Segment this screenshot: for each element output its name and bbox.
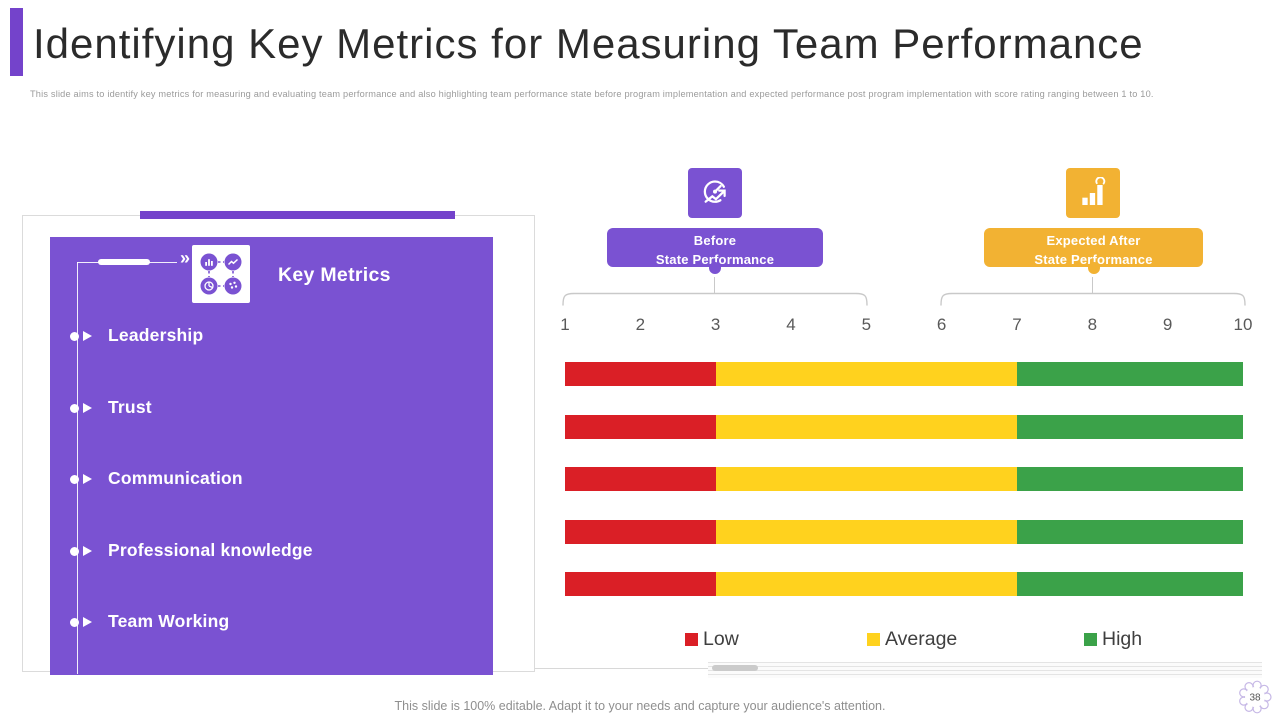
bar-row: [565, 572, 1243, 596]
metrics-network-icon-svg: [200, 253, 242, 295]
before-range-bracket: [562, 292, 868, 306]
list-item-label: Team Working: [108, 611, 230, 631]
speedometer-gauge-icon: [688, 168, 742, 218]
bullet-dot-icon: [70, 332, 79, 341]
expected-after-state-badge: Expected After State Performance: [984, 228, 1203, 274]
bar-row: [565, 519, 1243, 544]
page-title: Identifying Key Metrics for Measuring Te…: [33, 20, 1144, 67]
legend-label: High: [1102, 628, 1143, 650]
list-item: Trust: [50, 394, 493, 422]
bar-segment-average: [715, 519, 1017, 544]
legend-label: Average: [885, 628, 958, 650]
gear-page-number-badge: 38: [1239, 680, 1272, 714]
chevron-right-icon: »: [180, 248, 191, 268]
legend-swatch: [685, 633, 698, 646]
bullet-dot-icon: [70, 546, 79, 556]
footer-note: This slide is 100% editable. Adapt it to…: [394, 699, 886, 713]
bar-row: [565, 467, 1243, 491]
connector-pill: [98, 259, 150, 265]
connector-vertical-line: [77, 262, 78, 674]
before-state-line1: Before: [693, 233, 737, 248]
bar-segment-average: [715, 414, 1017, 439]
list-item: Leadership: [50, 322, 493, 350]
bar-segment-average: [715, 467, 1017, 491]
bar-segment-high: [1016, 414, 1243, 439]
title-accent-bar: [10, 8, 23, 76]
list-item: Communication: [50, 465, 493, 493]
bar-segment-average: [715, 572, 1017, 596]
bullet-arrow-icon: [83, 617, 92, 627]
scale-tick-label: 4: [786, 315, 796, 334]
growth-bar-chart-icon: [1066, 168, 1120, 218]
list-item: Professional knowledge: [50, 537, 493, 565]
growth-bar-chart-icon-svg: [1082, 177, 1106, 205]
bar-segment-high: [1016, 467, 1243, 491]
bullet-dot-icon: [70, 475, 79, 484]
scale-tick-label: 10: [1233, 315, 1253, 334]
after-connector-stem: [1092, 277, 1093, 293]
panel-heading: Key Metrics: [278, 264, 391, 286]
legend-item: High: [1084, 628, 1142, 651]
scale-tick-label: 3: [710, 315, 721, 334]
bar-row: [565, 362, 1243, 386]
list-item: Team Working: [50, 608, 493, 636]
panel-top-accent-bar: [140, 211, 455, 219]
legend-item: Average: [867, 628, 957, 651]
score-scale: 1 2 3 4 5 6 7 8 9 10: [549, 315, 1259, 335]
before-connector-stem: [714, 277, 715, 293]
scale-tick-label: 1: [560, 315, 570, 334]
scale-tick-label: 2: [635, 315, 646, 334]
after-state-line1: Expected After: [1046, 233, 1141, 248]
speedometer-gauge-icon-svg: [703, 180, 727, 203]
bar-row: [565, 414, 1243, 439]
bar-segment-average: [715, 362, 1017, 386]
legend-item: Low: [685, 628, 739, 651]
bullet-arrow-icon: [83, 331, 92, 341]
bar-segment-low: [565, 519, 716, 544]
metrics-network-icon: [192, 245, 250, 303]
list-item-label: Leadership: [108, 325, 204, 345]
scale-tick-label: 6: [936, 315, 947, 334]
chart-scrollbar-thumb[interactable]: [712, 665, 758, 671]
badge-pointer-dot: [709, 262, 721, 274]
page-number: 38: [1249, 693, 1261, 704]
key-metrics-panel: »: [50, 237, 493, 675]
scale-tick-label: 9: [1162, 315, 1173, 334]
bullet-arrow-icon: [83, 545, 92, 556]
legend-label: Low: [703, 628, 739, 650]
bar-segment-low: [565, 362, 716, 386]
scale-tick-label: 7: [1012, 315, 1022, 334]
scale-tick-label: 5: [861, 315, 872, 334]
bullet-arrow-icon: [83, 474, 92, 484]
bullet-arrow-icon: [83, 402, 92, 413]
bullet-dot-icon: [70, 618, 79, 627]
after-state-line2: State Performance: [1034, 251, 1153, 267]
legend-swatch: [1084, 633, 1097, 646]
bar-segment-low: [565, 572, 716, 596]
bar-segment-high: [1016, 362, 1243, 386]
bar-segment-high: [1016, 519, 1243, 544]
badge-pointer-dot: [1087, 262, 1100, 274]
bar-segment-low: [565, 414, 716, 439]
legend-swatch: [867, 633, 880, 646]
chart-legend: Low Average High: [565, 628, 1243, 654]
performance-bars: [565, 362, 1243, 596]
scale-tick-label: 8: [1087, 315, 1098, 334]
chart-bottom-border: [535, 668, 708, 669]
page-subtitle: This slide aims to identify key metrics …: [30, 89, 1154, 99]
list-item-label: Professional knowledge: [108, 539, 313, 560]
list-item-label: Trust: [108, 396, 152, 417]
chart-scrollbar[interactable]: [708, 662, 1262, 678]
list-item-label: Communication: [108, 468, 243, 488]
key-metrics-list: Leadership Trust Communication: [50, 322, 493, 636]
bullet-dot-icon: [70, 403, 79, 413]
before-state-line2: State Performance: [655, 251, 775, 267]
bar-segment-low: [565, 467, 716, 491]
before-state-badge: Before State Performance: [607, 228, 823, 274]
bar-segment-high: [1016, 572, 1243, 596]
after-range-bracket: [940, 292, 1246, 306]
